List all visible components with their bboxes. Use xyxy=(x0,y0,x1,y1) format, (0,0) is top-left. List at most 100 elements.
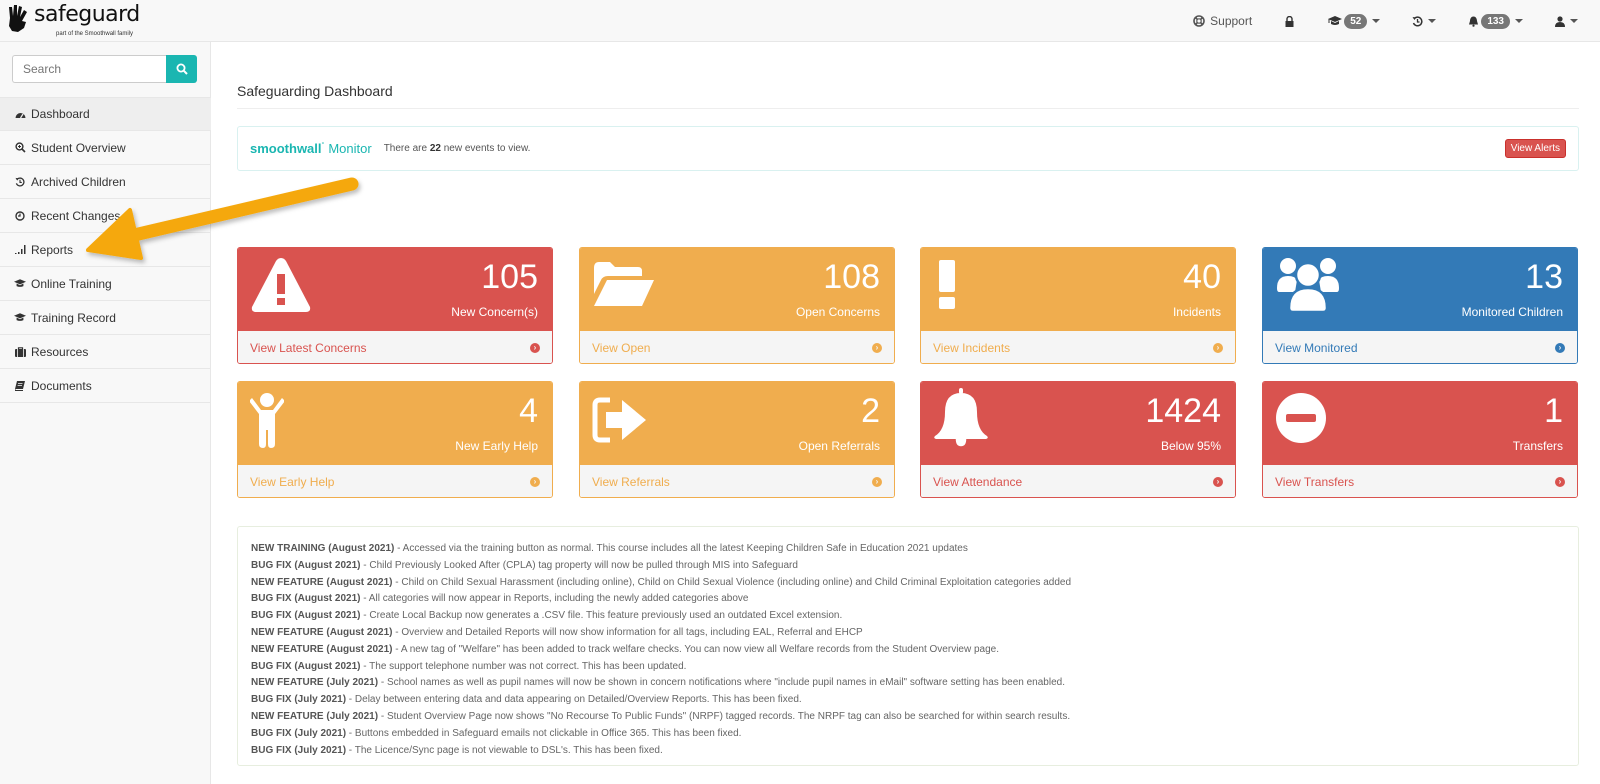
new-concerns-card: 105 New Concern(s) View Latest Concerns … xyxy=(237,247,553,364)
registered-mark: ° xyxy=(321,142,325,149)
transfers-card: 1 Transfers View Transfers › xyxy=(1262,381,1578,498)
sidebar-item-reports[interactable]: Reports xyxy=(0,233,211,267)
notifications-dropdown[interactable]: 133 xyxy=(1452,0,1539,42)
title-divider xyxy=(237,108,1579,109)
early-help-count: 4 xyxy=(519,392,538,430)
sidebar-item-online-training[interactable]: Online Training xyxy=(0,267,211,301)
user-icon xyxy=(1555,15,1565,27)
monitored-children-card: 13 Monitored Children View Monitored › xyxy=(1262,247,1578,364)
arrow-circle-right-icon: › xyxy=(1555,477,1565,487)
sidebar-item-resources[interactable]: Resources xyxy=(0,335,211,369)
lock-button[interactable] xyxy=(1267,0,1312,42)
page-title: Safeguarding Dashboard xyxy=(237,83,393,99)
news-item: BUG FIX (August 2021) - Child Previously… xyxy=(251,559,798,571)
logo-text: safeguard xyxy=(34,2,140,27)
caret-down-icon xyxy=(1515,19,1523,23)
monitored-children-count: 13 xyxy=(1525,258,1563,296)
news-item: BUG FIX (July 2021) - The Licence/Sync p… xyxy=(251,744,663,756)
search-button[interactable] xyxy=(166,55,197,83)
view-latest-concerns-link[interactable]: View Latest Concerns › xyxy=(238,330,552,363)
sidebar: Dashboard Student Overview Archived Chil… xyxy=(0,42,211,784)
caret-down-icon xyxy=(1428,19,1437,23)
search-input[interactable] xyxy=(12,55,166,83)
view-alerts-button[interactable]: View Alerts xyxy=(1504,139,1566,158)
view-open-link[interactable]: View Open › xyxy=(580,330,894,363)
search-plus-icon xyxy=(14,142,26,153)
news-item: NEW FEATURE (July 2021) - School names a… xyxy=(251,677,1065,689)
user-dropdown[interactable] xyxy=(1539,0,1600,42)
life-ring-icon xyxy=(1193,15,1205,27)
sidebar-menu: Dashboard Student Overview Archived Chil… xyxy=(0,97,211,403)
graduation-cap-icon xyxy=(14,279,26,288)
sidebar-search xyxy=(12,55,197,83)
history-dropdown[interactable] xyxy=(1396,0,1452,42)
news-item: NEW FEATURE (August 2021) - Overview and… xyxy=(251,626,863,638)
incidents-label: Incidents xyxy=(1172,305,1221,319)
sidebar-item-label: Training Record xyxy=(31,310,116,325)
sidebar-item-label: Reports xyxy=(31,242,74,257)
signal-bars-icon xyxy=(14,245,26,254)
view-transfers-link[interactable]: View Transfers › xyxy=(1263,464,1577,497)
support-label: Support xyxy=(1210,14,1253,28)
users-icon xyxy=(1277,258,1339,314)
monitored-children-label: Monitored Children xyxy=(1461,305,1563,319)
attendance-card: 1424 Below 95% View Attendance › xyxy=(920,381,1236,498)
training-dropdown[interactable]: 52 xyxy=(1312,0,1396,42)
sidebar-item-label: Online Training xyxy=(31,276,112,291)
arrow-circle-right-icon: › xyxy=(1213,343,1223,353)
history-icon xyxy=(1412,15,1423,27)
news-item: BUG FIX (August 2021) - The support tele… xyxy=(251,660,687,672)
release-notes-panel: NEW TRAINING (August 2021) - Accessed vi… xyxy=(237,526,1579,766)
open-referrals-label: Open Referrals xyxy=(798,439,880,453)
new-events-count: 22 xyxy=(429,143,441,154)
view-incidents-link[interactable]: View Incidents › xyxy=(921,330,1235,363)
sidebar-item-archived-children[interactable]: Archived Children xyxy=(0,165,211,199)
smoothwall-brand: smoothwall xyxy=(250,141,322,156)
minus-circle-icon xyxy=(1276,393,1326,443)
open-concerns-count: 108 xyxy=(823,258,880,296)
warning-icon xyxy=(251,258,311,312)
news-item: BUG FIX (August 2021) - All categories w… xyxy=(251,593,749,605)
logo-subtext: part of the Smoothwall family xyxy=(56,31,134,37)
attendance-count: 1424 xyxy=(1145,392,1221,430)
news-item: BUG FIX (August 2021) - Create Local Bac… xyxy=(251,610,843,622)
view-referrals-link[interactable]: View Referrals › xyxy=(580,464,894,497)
sidebar-item-training-record[interactable]: Training Record xyxy=(0,301,211,335)
open-concerns-label: Open Concerns xyxy=(795,305,880,319)
early-help-label: New Early Help xyxy=(455,439,538,453)
support-link[interactable]: Support xyxy=(1178,0,1267,42)
sidebar-item-label: Recent Changes xyxy=(31,208,121,223)
news-item: NEW FEATURE (July 2021) - Student Overvi… xyxy=(251,710,1071,722)
safeguard-logo[interactable]: safeguard part of the Smoothwall family xyxy=(6,2,140,38)
sidebar-item-label: Dashboard xyxy=(31,107,90,121)
sidebar-item-dashboard[interactable]: Dashboard xyxy=(0,97,211,131)
early-help-card: 4 New Early Help View Early Help › xyxy=(237,381,553,498)
transfers-count: 1 xyxy=(1544,392,1563,430)
arrow-circle-right-icon: › xyxy=(530,343,540,353)
navbar-right: Support 52 133 xyxy=(1178,0,1600,42)
view-attendance-link[interactable]: View Attendance › xyxy=(921,464,1235,497)
training-count-badge: 52 xyxy=(1344,13,1368,29)
exclamation-icon xyxy=(939,260,955,309)
new-concerns-label: New Concern(s) xyxy=(451,305,538,319)
sidebar-item-label: Archived Children xyxy=(31,174,126,189)
bell-icon xyxy=(934,388,988,448)
folder-open-icon xyxy=(594,262,654,306)
caret-down-icon xyxy=(1570,19,1578,23)
news-item: NEW FEATURE (August 2021) - A new tag of… xyxy=(251,643,999,655)
view-early-help-link[interactable]: View Early Help › xyxy=(238,464,552,497)
briefcase-icon xyxy=(14,346,26,357)
attendance-label: Below 95% xyxy=(1160,439,1221,453)
sidebar-item-recent-changes[interactable]: Recent Changes xyxy=(0,199,211,233)
child-icon xyxy=(250,393,284,448)
top-navbar: safeguard part of the Smoothwall family … xyxy=(0,0,1600,42)
sidebar-item-student-overview[interactable]: Student Overview xyxy=(0,131,211,165)
book-icon xyxy=(14,380,26,391)
open-referrals-card: 2 Open Referrals View Referrals › xyxy=(579,381,895,498)
search-icon xyxy=(176,63,188,75)
news-item: BUG FIX (July 2021) - Buttons embedded i… xyxy=(251,727,742,739)
clock-icon xyxy=(14,210,26,221)
sidebar-item-label: Student Overview xyxy=(31,140,126,155)
view-monitored-link[interactable]: View Monitored › xyxy=(1263,330,1577,363)
sidebar-item-documents[interactable]: Documents xyxy=(0,369,211,403)
